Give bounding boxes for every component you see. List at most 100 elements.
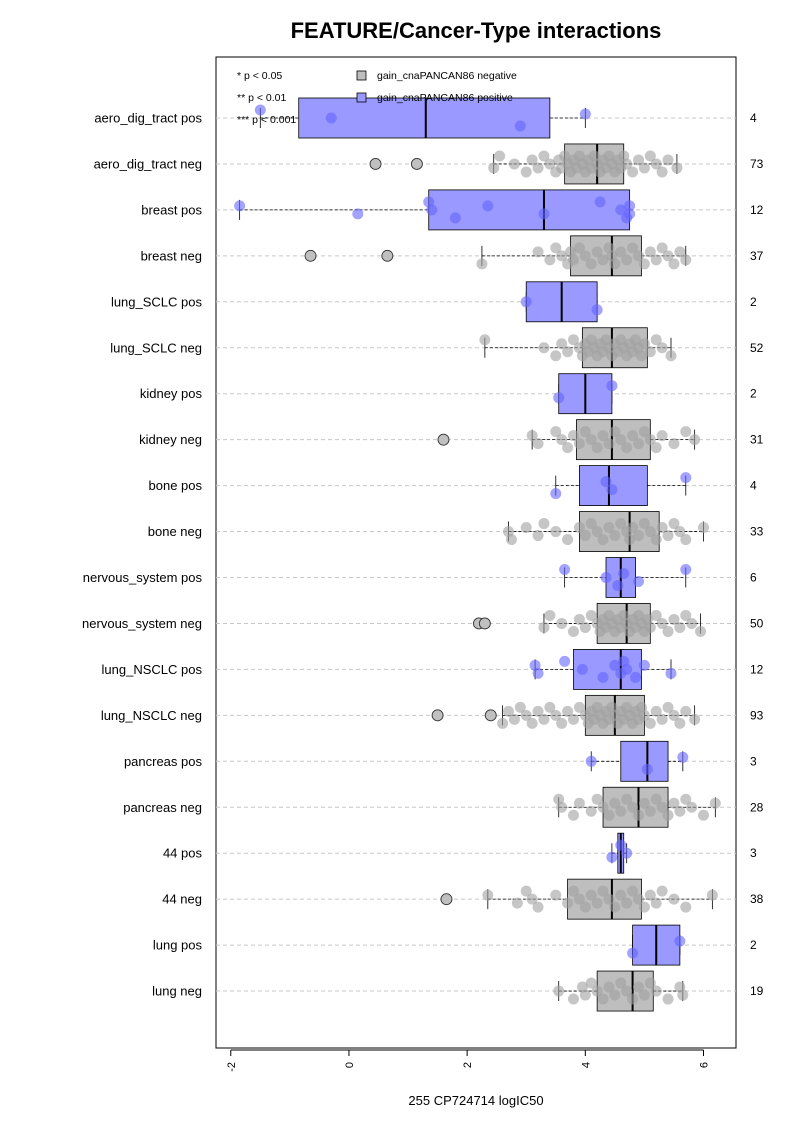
data-point xyxy=(568,334,579,346)
data-point xyxy=(633,154,644,166)
data-point xyxy=(494,150,506,162)
count-label-pancreas-neg: 28 xyxy=(750,800,764,814)
count-label-bone-pos: 4 xyxy=(750,479,757,493)
category-label-44-pos: 44 pos xyxy=(163,846,203,861)
data-point xyxy=(532,530,544,542)
data-point xyxy=(526,430,538,442)
data-point xyxy=(550,526,562,538)
data-point xyxy=(621,847,633,859)
count-label-44-pos: 3 xyxy=(750,846,757,860)
data-point xyxy=(680,426,692,438)
x-tick-label: -2 xyxy=(226,1062,238,1072)
data-point xyxy=(680,901,692,913)
data-point xyxy=(656,342,668,354)
data-point xyxy=(609,797,621,809)
category-label-lung-neg: lung neg xyxy=(152,984,202,999)
data-point xyxy=(627,885,639,897)
x-tick-label: 6 xyxy=(699,1062,711,1068)
data-point xyxy=(579,250,591,262)
data-point xyxy=(482,889,494,901)
data-point xyxy=(650,334,662,346)
data-point xyxy=(532,246,544,258)
count-label-aero_dig_tract-pos: 4 xyxy=(750,111,757,125)
data-point xyxy=(568,993,579,1005)
data-point xyxy=(538,208,550,220)
data-point xyxy=(674,805,686,817)
data-point xyxy=(573,797,585,809)
data-point xyxy=(508,158,520,170)
data-point xyxy=(630,671,642,683)
category-label-breast-pos: breast pos xyxy=(141,202,202,217)
category-label-kidney-pos: kidney pos xyxy=(140,386,203,401)
data-point xyxy=(585,258,597,270)
plot-frame xyxy=(215,56,737,1049)
data-point xyxy=(585,434,597,446)
outlier-point xyxy=(437,433,450,446)
data-point xyxy=(579,530,591,542)
data-point xyxy=(573,438,585,450)
data-point xyxy=(627,166,639,178)
data-point xyxy=(325,112,337,124)
data-point xyxy=(644,246,656,258)
data-point xyxy=(603,438,615,450)
data-point xyxy=(644,346,656,358)
data-point xyxy=(568,254,579,266)
data-point xyxy=(668,518,680,530)
data-point xyxy=(550,488,562,500)
outlier-point xyxy=(381,249,394,262)
data-point xyxy=(656,242,668,254)
data-point xyxy=(638,989,650,1001)
data-point xyxy=(638,162,650,174)
category-label-nervous_system-neg: nervous_system neg xyxy=(82,616,202,631)
data-point xyxy=(689,713,701,725)
count-label-kidney-pos: 2 xyxy=(750,387,757,401)
data-point xyxy=(618,568,630,579)
data-point xyxy=(479,334,491,346)
count-label-lung-pos: 2 xyxy=(750,938,757,952)
data-point xyxy=(638,797,650,809)
category-label-aero_dig_tract-neg: aero_dig_tract neg xyxy=(94,156,202,171)
data-point xyxy=(621,254,633,266)
data-point xyxy=(553,392,565,404)
data-point xyxy=(573,522,585,534)
data-point xyxy=(597,254,609,266)
data-point xyxy=(668,438,680,450)
data-point xyxy=(662,250,674,262)
data-point xyxy=(254,104,266,116)
data-point xyxy=(674,526,686,538)
data-point xyxy=(638,518,650,530)
category-label-lung_SCLC-neg: lung_SCLC neg xyxy=(110,340,202,355)
data-point xyxy=(585,518,597,530)
data-point xyxy=(603,522,615,534)
data-point xyxy=(650,158,662,170)
data-point xyxy=(520,522,532,534)
data-point xyxy=(662,701,674,713)
count-label-breast-neg: 37 xyxy=(750,249,764,263)
data-point xyxy=(615,518,627,530)
data-point xyxy=(638,258,650,270)
data-point xyxy=(556,617,568,629)
data-point xyxy=(609,989,621,1001)
data-point xyxy=(591,304,603,316)
data-point xyxy=(576,663,588,675)
data-point xyxy=(585,755,597,767)
data-point xyxy=(573,893,585,905)
category-label-bone-neg: bone neg xyxy=(148,524,202,539)
category-label-pancreas-neg: pancreas neg xyxy=(123,800,202,815)
category-label-lung_NSCLC-neg: lung_NSCLC neg xyxy=(101,708,202,723)
data-point xyxy=(627,993,639,1005)
data-point xyxy=(638,901,650,913)
significance-legend-3: *** p < 0.001 xyxy=(237,114,296,126)
data-point xyxy=(674,935,686,947)
count-label-lung_NSCLC-neg: 93 xyxy=(750,708,764,722)
count-label-nervous_system-neg: 50 xyxy=(750,616,764,630)
data-point xyxy=(550,426,562,438)
data-point xyxy=(597,801,609,813)
data-point xyxy=(603,981,615,993)
data-point xyxy=(497,717,509,729)
data-point xyxy=(668,709,680,721)
significance-legend-2: ** p < 0.01 xyxy=(237,92,286,104)
data-point xyxy=(594,196,606,208)
outlier-point xyxy=(478,617,491,630)
data-point xyxy=(568,625,579,637)
